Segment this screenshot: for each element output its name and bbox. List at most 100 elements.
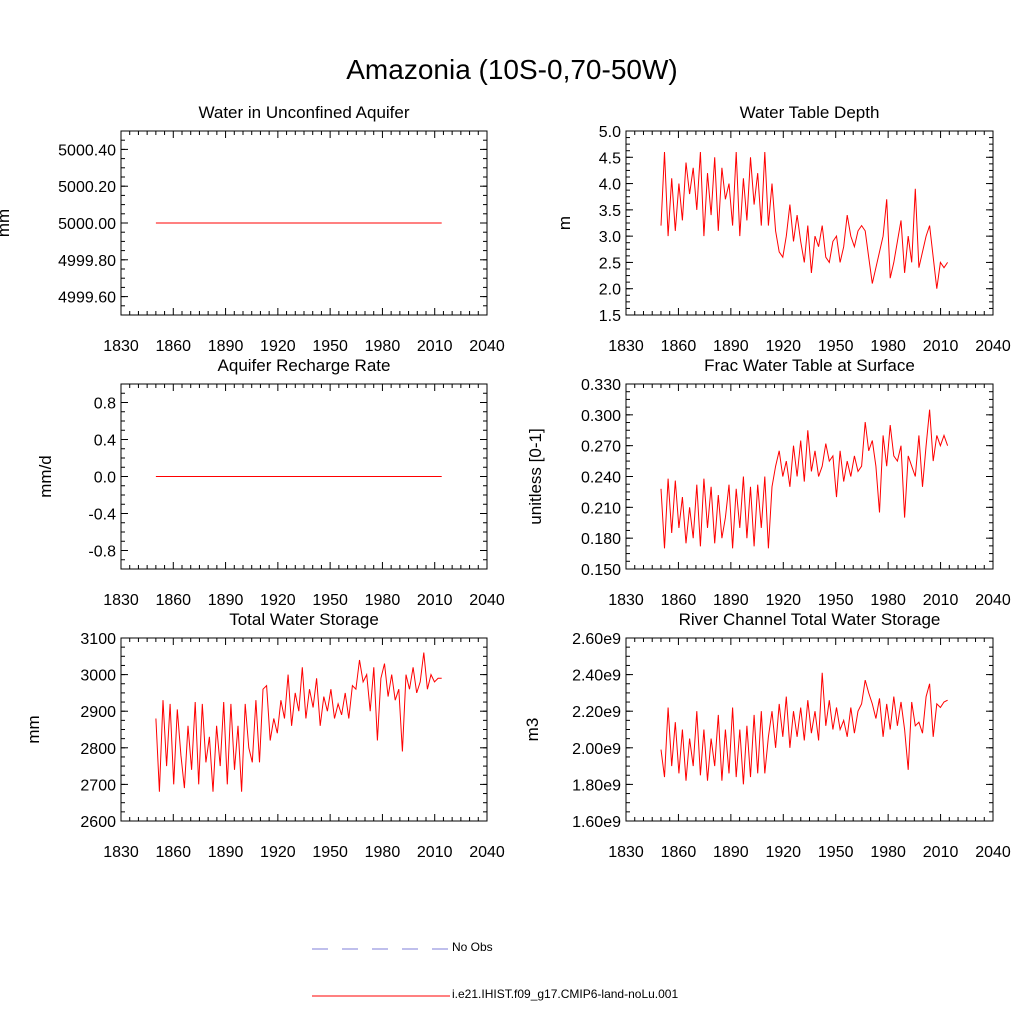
panel-title: River Channel Total Water Storage: [679, 610, 941, 629]
chart-panel-2: Water Table Depth 1830 1860 1890 1920 1950 198…: [555, 103, 1011, 355]
y-tick-label: 5000.40: [58, 142, 116, 159]
y-tick-label: -0.4: [88, 507, 116, 524]
x-tick-label: 1980: [870, 338, 906, 355]
x-tick-label: 1890: [208, 338, 244, 355]
x-tick-label: 2010: [417, 592, 453, 609]
x-tick-label: 2040: [975, 338, 1011, 355]
y-tick-label: 4.0: [599, 177, 621, 194]
x-tick-label: 1920: [765, 844, 801, 861]
x-tick-label: 1860: [155, 338, 191, 355]
y-tick-label: 0.150: [581, 562, 621, 579]
y-tick-label: 0.180: [581, 531, 621, 548]
y-tick-label: 0.240: [581, 470, 621, 487]
x-tick-label: 1860: [661, 844, 697, 861]
plot-frame: [625, 637, 994, 822]
y-tick-label: 4.5: [599, 150, 621, 167]
x-tick-label: 2010: [923, 592, 959, 609]
y-tick-label: 3100: [80, 631, 116, 648]
x-tick-label: 1860: [155, 592, 191, 609]
x-tick-label: 1980: [365, 338, 401, 355]
y-tick-label: 1.60e9: [572, 814, 621, 831]
y-tick-label: 2800: [80, 741, 116, 758]
series-line: [660, 672, 948, 785]
x-tick-label: 1950: [312, 338, 348, 355]
x-tick-label: 1860: [155, 844, 191, 861]
chart-panel-1: Water in Unconfined Aquifer 1830 1860 1890 1…: [0, 103, 505, 355]
x-tick-label: 2040: [469, 338, 505, 355]
x-tick-label: 2040: [975, 844, 1011, 861]
y-tick-label: 2.0: [599, 282, 621, 299]
series-line: [660, 151, 949, 289]
panel-title: Frac Water Table at Surface: [704, 356, 915, 375]
x-tick-label: 2040: [469, 592, 505, 609]
y-tick-label: 2.5: [599, 255, 621, 272]
panel-title: Water Table Depth: [740, 103, 880, 122]
y-axis-label: mm: [0, 209, 13, 237]
y-tick-label: 2600: [80, 814, 116, 831]
y-tick-label: 3.0: [599, 229, 621, 246]
x-tick-label: 1890: [208, 592, 244, 609]
x-tick-label: 1890: [713, 338, 749, 355]
series-line: [155, 652, 442, 792]
x-tick-label: 1860: [661, 592, 697, 609]
y-tick-label: 4999.60: [58, 290, 116, 307]
x-tick-label: 1830: [608, 592, 644, 609]
x-tick-label: 1920: [260, 338, 296, 355]
x-tick-label: 1920: [260, 592, 296, 609]
y-tick-label: 2.00e9: [572, 741, 621, 758]
x-tick-label: 2040: [975, 592, 1011, 609]
y-tick-label: 0.8: [94, 396, 116, 413]
x-tick-label: 1890: [713, 844, 749, 861]
x-tick-label: 1950: [818, 844, 854, 861]
legend-label-model: i.e21.IHIST.f09_g17.CMIP6-land-noLu.001: [452, 987, 679, 1001]
y-axis-label: m3: [523, 718, 542, 742]
chart-panel-4: Frac Water Table at Surface 1830 1860 1890 1…: [526, 356, 1011, 609]
legend-label-obs: No Obs: [452, 940, 493, 954]
y-tick-label: 2900: [80, 704, 116, 721]
x-tick-label: 1830: [103, 592, 139, 609]
chart-panel-5: Total Water Storage 1830 1860 1890 1920 1950 1…: [24, 610, 505, 861]
y-axis-label: unitless [0-1]: [526, 428, 545, 524]
x-tick-label: 2040: [469, 844, 505, 861]
x-tick-label: 1890: [208, 844, 244, 861]
legend-swatch-solid-icon: [312, 995, 450, 997]
y-axis-label: m: [555, 216, 574, 230]
x-tick-label: 1830: [103, 338, 139, 355]
y-tick-label: 0.4: [94, 433, 116, 450]
x-tick-label: 1830: [608, 338, 644, 355]
y-tick-label: 2.60e9: [572, 631, 621, 648]
x-tick-label: 1980: [870, 592, 906, 609]
x-tick-label: 1980: [365, 844, 401, 861]
x-tick-label: 1950: [818, 338, 854, 355]
series-line: [660, 409, 949, 549]
x-tick-label: 1980: [870, 844, 906, 861]
x-tick-label: 2010: [417, 338, 453, 355]
x-tick-label: 2010: [417, 844, 453, 861]
x-tick-label: 1980: [365, 592, 401, 609]
x-tick-label: 1860: [661, 338, 697, 355]
x-tick-label: 1950: [818, 592, 854, 609]
x-tick-label: 1830: [608, 844, 644, 861]
chart-panel-3: Aquifer Recharge Rate 1830 1860 1890 1920 195…: [36, 356, 505, 609]
panel-title: Water in Unconfined Aquifer: [198, 103, 409, 122]
x-tick-label: 2010: [923, 844, 959, 861]
panel-title: Aquifer Recharge Rate: [218, 356, 391, 375]
x-tick-label: 2010: [923, 338, 959, 355]
plot-frame: [625, 383, 994, 570]
y-axis-label: mm/d: [36, 455, 55, 498]
y-tick-label: 2.20e9: [572, 704, 621, 721]
y-tick-label: 5.0: [599, 124, 621, 141]
x-tick-label: 1920: [765, 338, 801, 355]
y-tick-label: 0.270: [581, 439, 621, 456]
x-tick-label: 1830: [103, 844, 139, 861]
y-tick-label: 0.210: [581, 500, 621, 517]
y-tick-label: 2.40e9: [572, 668, 621, 685]
page-title: Amazonia (10S-0,70-50W): [346, 54, 678, 85]
x-tick-label: 1950: [312, 844, 348, 861]
y-tick-label: 0.300: [581, 408, 621, 425]
x-tick-label: 1950: [312, 592, 348, 609]
y-axis-label: mm: [24, 715, 43, 743]
x-tick-label: 1890: [713, 592, 749, 609]
panel-title: Total Water Storage: [229, 610, 379, 629]
